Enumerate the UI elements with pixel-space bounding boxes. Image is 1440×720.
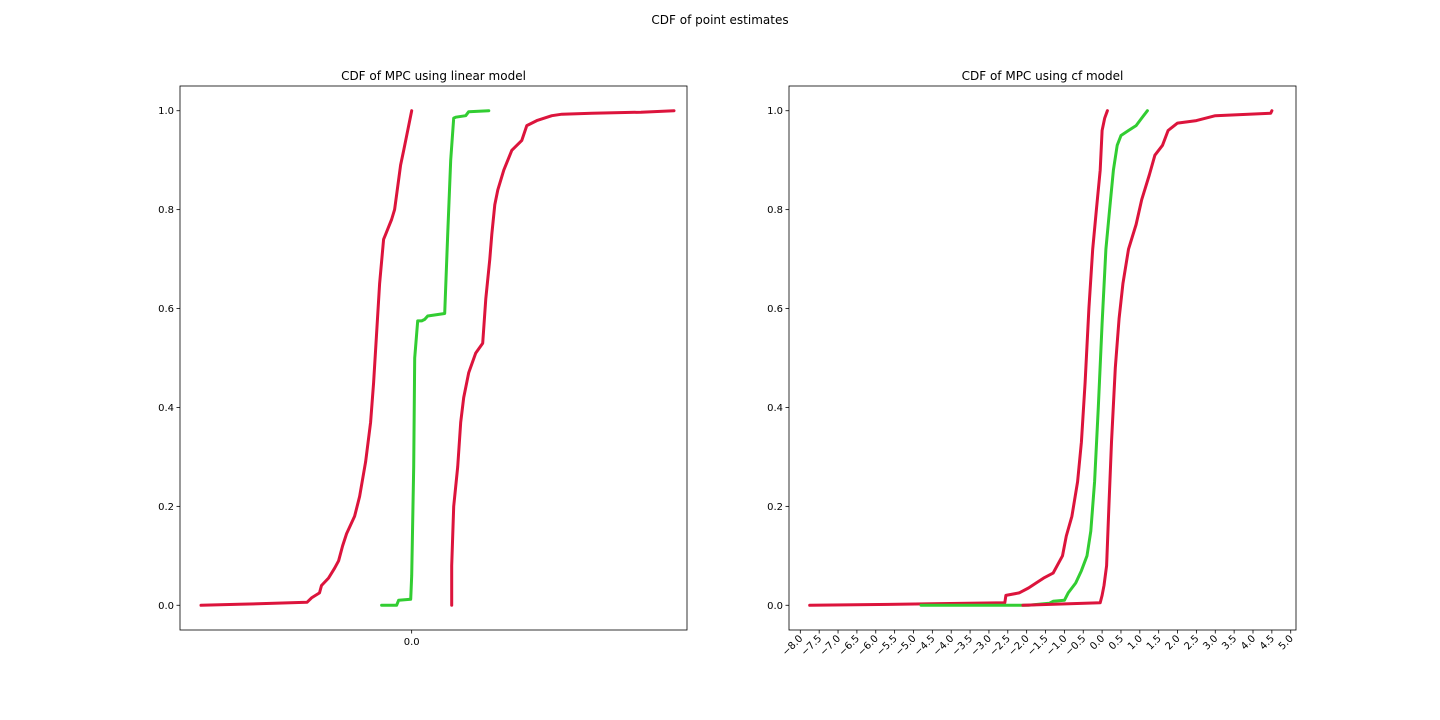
cf-model-y-tick-label: 1.0 — [767, 106, 783, 117]
cf-model-x-tick-label: 3.0 — [1201, 633, 1220, 652]
linear-model-y-tick-label: 0.6 — [158, 304, 174, 315]
linear-model-x-tick-label: 0.0 — [404, 637, 420, 648]
linear-model-y-tick-label: 0.2 — [158, 502, 174, 513]
cf-model-y-tick-label: 0.4 — [767, 403, 783, 414]
cf-model-axes: CDF of MPC using cf model 0.0 0.2 0.4 0.6 0.… — [767, 69, 1297, 658]
cf-model-x-tick-label: 5.0 — [1277, 633, 1296, 652]
linear-model-y-tick-label: 0.8 — [158, 205, 174, 216]
cf-model-y-tick-label: 0.6 — [767, 304, 783, 315]
linear-model-y-tick-label: 0.0 — [158, 601, 174, 612]
linear-model-plot-area — [199, 109, 676, 607]
cf-model-x-tick-label: 4.5 — [1258, 633, 1277, 652]
linear-model-y-tick-label: 1.0 — [158, 106, 174, 117]
cf-model-x-tick-label: −8.0 — [780, 633, 805, 658]
cf-model-x-tick-label: −4.5 — [913, 633, 938, 658]
cf-model-cdf-line-3 — [1021, 109, 1274, 607]
linear-model-cdf-line-2 — [380, 109, 491, 607]
cf-model-x-tick-label: −6.0 — [856, 633, 881, 658]
cf-model-x-tick-label: −0.5 — [1063, 633, 1088, 658]
linear-model-frame — [179, 85, 688, 631]
cf-model-x-tick-label: −6.5 — [837, 633, 862, 658]
cf-model-cdf-line-2 — [919, 109, 1149, 607]
linear-model-title: CDF of MPC using linear model — [341, 69, 526, 83]
cf-model-x-tick-label: −2.0 — [1007, 633, 1032, 658]
cf-model-x-tick-label: 1.0 — [1126, 633, 1145, 652]
linear-model-cdf-line-3 — [450, 109, 676, 607]
cf-model-x-tick-label: −3.0 — [969, 633, 994, 658]
cf-model-y-tick-label: 0.8 — [767, 205, 783, 216]
linear-model-axes: CDF of MPC using linear model 0.0 0.2 0.4 0… — [158, 69, 688, 648]
cf-model-x-tick-label: 4.0 — [1239, 633, 1258, 652]
cf-model-x-tick-label: −4.0 — [931, 633, 956, 658]
linear-model-cdf-line-1 — [199, 109, 414, 607]
cf-model-x-tick-label: −5.5 — [875, 633, 900, 658]
cf-model-x-tick-label: −7.5 — [799, 633, 824, 658]
cf-model-x-tick-label: −3.5 — [950, 633, 975, 658]
cf-model-x-tick-label: −2.5 — [988, 633, 1013, 658]
cf-model-title: CDF of MPC using cf model — [962, 69, 1124, 83]
cf-model-x-tick-label: 0.0 — [1088, 633, 1107, 652]
linear-model-y-tick-label: 0.4 — [158, 403, 174, 414]
cf-model-x-tick-label: 2.0 — [1164, 633, 1183, 652]
cf-model-y-tick-label: 0.2 — [767, 502, 783, 513]
cf-model-x-tick-label: 2.5 — [1183, 633, 1202, 652]
cf-model-y-tick-label: 0.0 — [767, 601, 783, 612]
cf-model-x-tick-label: −1.0 — [1045, 633, 1070, 658]
figure-title: CDF of point estimates — [651, 13, 788, 27]
cf-model-x-tick-label: 1.5 — [1145, 633, 1164, 652]
cf-model-x-tick-label: −5.0 — [894, 633, 919, 658]
cf-model-x-tick-label: 0.5 — [1107, 633, 1126, 652]
cf-model-x-tick-label: −1.5 — [1026, 633, 1051, 658]
cf-model-frame — [788, 85, 1297, 631]
cf-model-x-tick-label: −7.0 — [818, 633, 843, 658]
cf-model-plot-area — [808, 109, 1274, 607]
cf-model-x-tick-label: 3.5 — [1220, 633, 1239, 652]
cf-model-cdf-line-1 — [808, 109, 1109, 607]
